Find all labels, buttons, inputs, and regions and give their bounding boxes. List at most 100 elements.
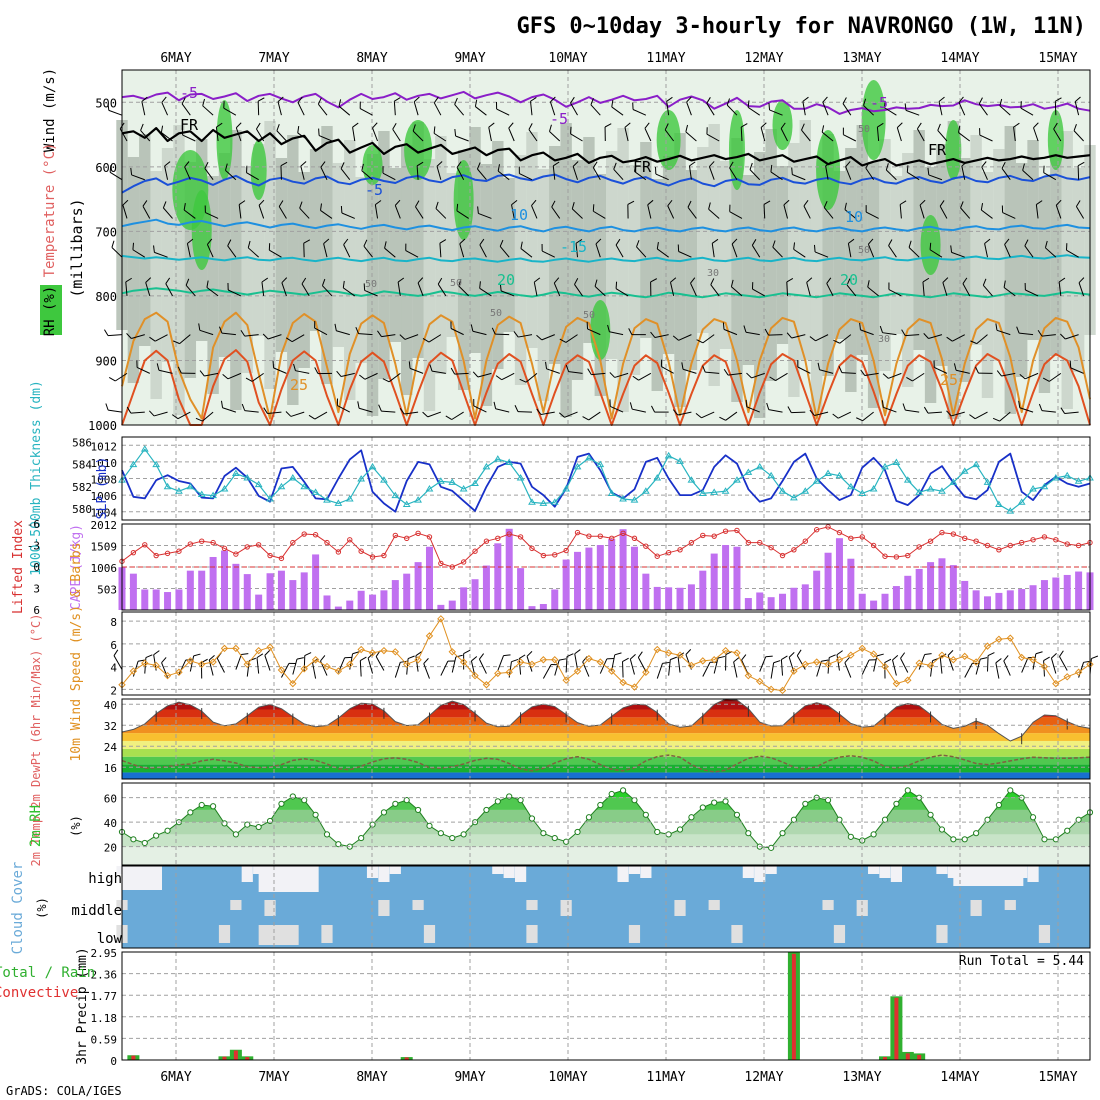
wind-barb-flag <box>823 200 828 208</box>
wind-barb-flag <box>1044 240 1048 248</box>
wind-speed-marker <box>949 656 958 664</box>
high-cloud-gap <box>868 866 880 874</box>
wind-barb-flag <box>686 96 692 103</box>
rh-marker <box>642 811 649 818</box>
wind-barb <box>644 128 652 142</box>
wind-barb-flag <box>437 277 443 285</box>
wind-barb <box>723 328 738 336</box>
rh-marker <box>403 797 410 804</box>
wind-barb-flag <box>1058 277 1066 283</box>
wind-barb <box>184 166 191 180</box>
thickness-marker <box>915 488 924 495</box>
wind-barb <box>338 105 351 116</box>
cape-bar <box>517 568 525 610</box>
surface-wind-barb-flag <box>518 654 526 660</box>
wind-barb <box>916 128 925 142</box>
surface-wind-barb-flag <box>296 657 304 660</box>
cape-bar <box>1075 571 1083 610</box>
surface-wind-barb <box>668 659 671 676</box>
wind-barb-flag <box>340 162 345 169</box>
rh-marker <box>745 830 752 837</box>
cape-bar <box>938 558 946 610</box>
wind-barb-flag <box>906 165 909 173</box>
middle-cloud-gap <box>526 900 538 910</box>
wind-barb <box>632 408 646 413</box>
wind-speed-marker <box>346 660 354 669</box>
wind-barb <box>433 102 442 116</box>
wind-speed-marker <box>1017 653 1026 662</box>
rh-shade-column <box>651 179 663 391</box>
wind-barb-flag <box>491 327 496 335</box>
rh-moist-blob <box>453 160 474 240</box>
wind-barb <box>238 204 242 219</box>
wind-barb <box>729 211 743 219</box>
wind-speed-marker <box>585 654 593 663</box>
high-cloud-gap <box>765 866 777 874</box>
thickness-marker <box>266 495 274 502</box>
wind-barb <box>786 281 789 296</box>
wind-barb-flag <box>813 244 816 252</box>
wind-speed-marker <box>619 678 627 687</box>
wind-barb <box>981 166 988 180</box>
wind-barb-flag <box>145 277 152 283</box>
surface-wind-barb-flag <box>145 654 153 659</box>
wind-barb-flag <box>953 363 957 371</box>
cape-bar <box>915 568 923 610</box>
wind-barb <box>519 173 533 181</box>
wind-barb-flag <box>1004 238 1010 245</box>
wind-barb-flag <box>378 404 382 412</box>
wind-barb <box>437 283 447 297</box>
wind-barb-flag <box>511 200 518 206</box>
rh-shade-column <box>1027 140 1039 340</box>
wind-barb-flag <box>572 161 579 167</box>
thickness-marker <box>630 496 639 503</box>
wind-speed-marker <box>881 662 889 671</box>
wind-barb <box>801 129 811 142</box>
wind-barb-flag <box>896 122 903 128</box>
rh-shade-column <box>605 151 618 359</box>
rh-tick-label: 60 <box>104 793 117 806</box>
surface-wind-barb-flag <box>503 654 511 657</box>
wind-barb <box>806 282 811 297</box>
wind-barb <box>384 247 396 258</box>
surface-wind-barb-flag <box>828 654 836 659</box>
li-marker <box>415 530 421 537</box>
wind-barb <box>682 368 697 374</box>
rh-marker <box>380 809 388 816</box>
wind-barb-flag <box>456 161 462 168</box>
wind-barb <box>905 409 920 413</box>
rh-shade-column <box>184 162 197 378</box>
wind-barb <box>206 244 214 258</box>
panel-cross-section-frame <box>121 69 1091 426</box>
wind-barb-flag <box>650 331 656 338</box>
wind-barb-flag <box>747 100 750 108</box>
wind-barb <box>205 212 219 219</box>
li-marker <box>791 547 797 553</box>
surface-wind-barb <box>788 657 795 673</box>
isotherm-label: 10 <box>845 208 863 226</box>
precip-tick-label: 2.36 <box>91 969 118 982</box>
thickness-marker <box>505 458 514 465</box>
wind-barb <box>775 372 788 382</box>
wind-barb <box>1043 172 1057 181</box>
thickness-marker <box>585 454 593 461</box>
wind-speed-marker <box>721 646 730 655</box>
surface-wind-barb <box>256 657 260 674</box>
wind-barb <box>982 285 993 297</box>
cape-bar <box>961 580 969 610</box>
wind-barb <box>186 243 191 258</box>
wind-barb <box>908 247 920 258</box>
wind-speed-marker <box>847 651 855 659</box>
wind-barb-flag <box>740 123 748 128</box>
isotherm-line <box>121 90 1091 115</box>
wind-barb-flag <box>536 334 543 341</box>
rh-marker <box>369 821 376 828</box>
wind-barb <box>154 251 168 258</box>
rh-shade-column <box>423 159 436 411</box>
rh-shade-column <box>970 135 982 345</box>
cape-tick-label: 1509 <box>91 541 118 554</box>
wind-barb-flag <box>722 322 725 330</box>
wind-barb <box>678 334 692 341</box>
wind-speed-marker <box>425 632 434 640</box>
wind-barb-flag <box>687 200 692 208</box>
